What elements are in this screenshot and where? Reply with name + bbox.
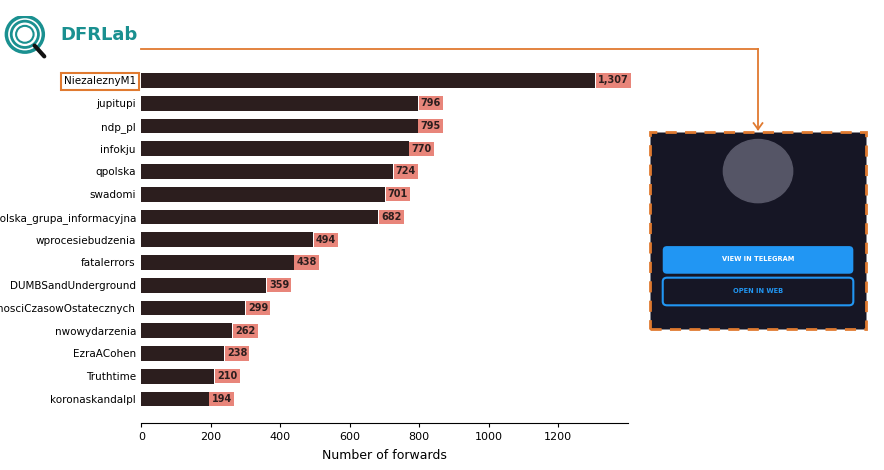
Text: 494: 494 xyxy=(316,235,336,245)
Text: 210: 210 xyxy=(217,371,238,381)
Text: 238: 238 xyxy=(227,348,248,359)
Text: 194: 194 xyxy=(211,394,232,404)
Text: 299: 299 xyxy=(248,303,269,313)
Bar xyxy=(141,255,293,270)
Text: 1,307: 1,307 xyxy=(598,76,629,86)
Text: 795: 795 xyxy=(420,121,440,131)
Text: Mirek: Mirek xyxy=(748,235,768,245)
Text: 701: 701 xyxy=(388,189,408,199)
Text: OPEN IN WEB: OPEN IN WEB xyxy=(733,288,783,293)
Bar xyxy=(141,346,225,361)
Bar xyxy=(141,96,418,110)
Text: 770: 770 xyxy=(412,144,432,154)
Bar xyxy=(141,278,266,293)
FancyBboxPatch shape xyxy=(650,132,866,329)
Circle shape xyxy=(723,140,793,203)
Text: 2,359 subscribers: 2,359 subscribers xyxy=(724,222,792,231)
Bar xyxy=(141,232,313,247)
X-axis label: Number of forwards: Number of forwards xyxy=(322,449,447,462)
Bar xyxy=(141,73,595,88)
Text: VIEW IN TELEGRAM: VIEW IN TELEGRAM xyxy=(722,256,794,262)
Bar xyxy=(141,369,215,384)
Text: NiezależnyM: NiezależnyM xyxy=(721,205,795,216)
Text: 796: 796 xyxy=(421,98,441,108)
Text: 262: 262 xyxy=(235,326,255,336)
Bar xyxy=(141,141,409,156)
Text: DFRLab: DFRLab xyxy=(60,26,137,44)
Bar xyxy=(141,392,209,407)
Text: 724: 724 xyxy=(396,166,415,176)
Text: 359: 359 xyxy=(269,280,289,290)
Bar xyxy=(141,210,378,224)
Text: 682: 682 xyxy=(381,212,401,222)
Bar xyxy=(141,118,417,133)
Bar xyxy=(141,323,232,338)
Bar xyxy=(141,187,385,202)
Bar xyxy=(141,300,245,315)
Bar xyxy=(141,164,392,179)
Text: 438: 438 xyxy=(296,258,316,267)
FancyBboxPatch shape xyxy=(663,246,853,274)
